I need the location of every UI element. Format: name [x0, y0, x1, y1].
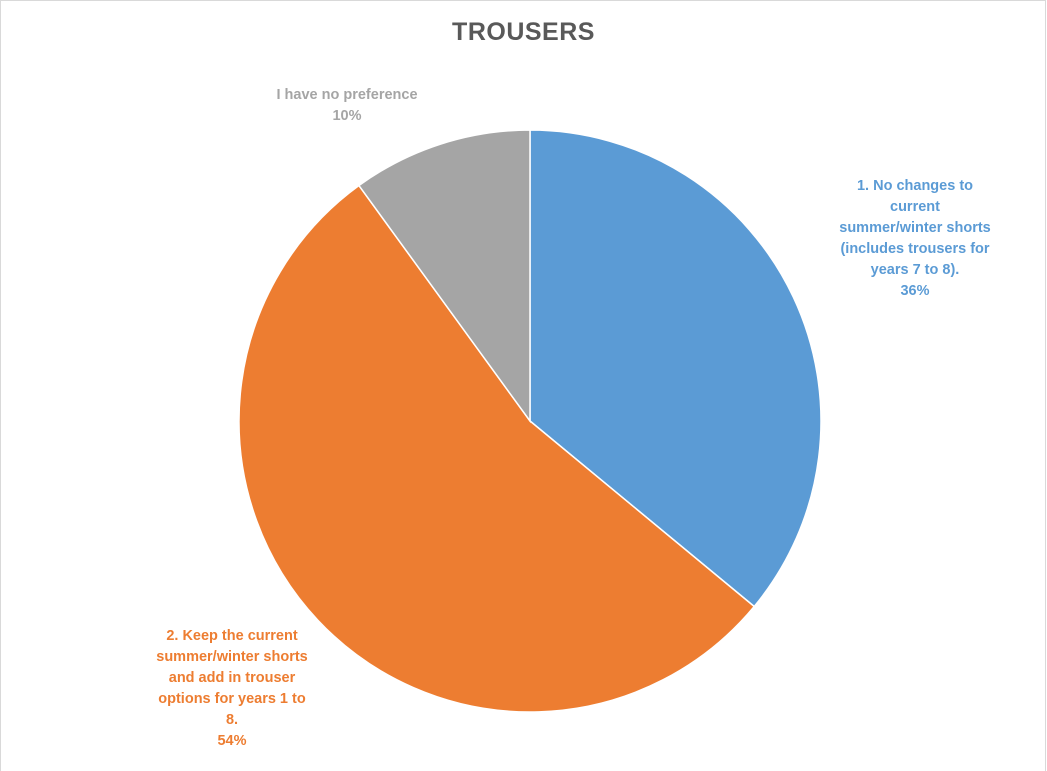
data-label-line: summer/winter shorts: [156, 649, 308, 665]
data-label-line: (includes trousers for: [840, 241, 990, 257]
data-label-percent: 10%: [332, 108, 362, 124]
data-label-line: current: [890, 199, 940, 215]
data-label-line: 8.: [225, 712, 239, 728]
pie-slice-1: [529, 129, 822, 608]
data-label-line: 2. Keep the current: [166, 628, 298, 644]
data-label-percent: 54%: [217, 733, 247, 749]
data-label-line: and add in trouser: [168, 670, 296, 686]
data-label-line: options for years 1 to: [158, 691, 306, 707]
data-label-2: 2. Keep the current summer/winter shorts a…: [102, 626, 362, 752]
pie-slice-3: [357, 129, 531, 424]
data-label-line: I have no preference: [276, 87, 418, 103]
chart-title: TROUSERS: [452, 18, 595, 46]
data-label-3: I have no preference 10%: [222, 85, 472, 127]
pie-slice-2: [238, 184, 756, 713]
data-label-line: 1. No changes to: [856, 178, 974, 194]
data-label-line: summer/winter shorts: [839, 220, 991, 236]
data-label-1: 1. No changes to current summer/winter sho…: [790, 176, 1040, 302]
data-label-line: years 7 to 8).: [870, 262, 960, 278]
data-label-percent: 36%: [900, 283, 930, 299]
